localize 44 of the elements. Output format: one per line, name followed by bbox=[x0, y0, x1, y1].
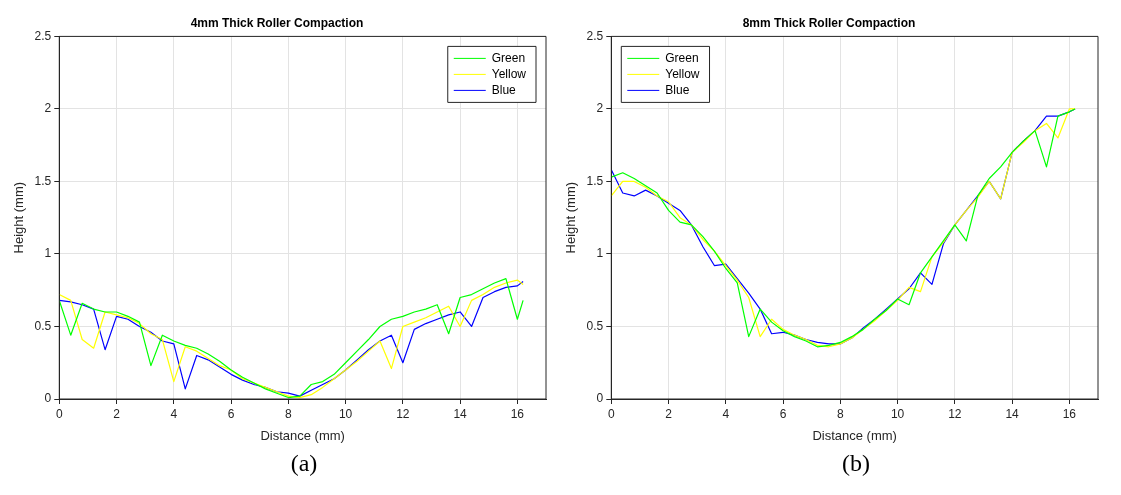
x-tick-label: 8 bbox=[284, 406, 292, 421]
legend-label: Yellow bbox=[491, 66, 527, 81]
x-tick-label: 14 bbox=[1005, 406, 1020, 421]
legend-label: Yellow bbox=[665, 66, 700, 81]
text: (a) bbox=[289, 449, 319, 478]
legend-label: Green bbox=[665, 50, 699, 65]
x-tick-label: 10 bbox=[890, 406, 905, 421]
x-tick-label: 6 bbox=[227, 406, 235, 421]
x-tick-label: 4 bbox=[722, 406, 730, 421]
x-tick-label: 12 bbox=[948, 406, 962, 421]
x-tick-label: 8 bbox=[836, 406, 844, 421]
legend-label: Green bbox=[491, 50, 526, 65]
x-tick-label: 2 bbox=[665, 406, 673, 421]
x-tick-label: 16 bbox=[1062, 406, 1077, 421]
y-tick-label: 1.5 bbox=[34, 173, 52, 188]
x-tick-label: 4 bbox=[170, 406, 178, 421]
x-axis-title: Distance (mm) bbox=[260, 427, 345, 443]
x-tick-label: 14 bbox=[453, 406, 468, 421]
y-tick-label: 0.5 bbox=[34, 318, 52, 333]
legend-label: Blue bbox=[665, 82, 690, 97]
x-tick-label: 12 bbox=[396, 406, 410, 421]
x-tick-label: 10 bbox=[338, 406, 353, 421]
x-tick-label: 0 bbox=[55, 406, 63, 421]
y-tick-label: 2.5 bbox=[34, 28, 52, 43]
legend-label: Blue bbox=[491, 82, 517, 97]
y-axis-title: Height (mm) bbox=[563, 181, 579, 254]
x-tick-label: 2 bbox=[113, 406, 121, 421]
y-tick-label: 0.5 bbox=[586, 318, 604, 333]
y-tick-label: 0 bbox=[596, 391, 604, 406]
text: (b) bbox=[841, 449, 871, 478]
y-tick-label: 1 bbox=[44, 246, 52, 261]
x-tick-label: 16 bbox=[510, 406, 525, 421]
x-tick-label: 6 bbox=[779, 406, 787, 421]
y-tick-label: 1 bbox=[596, 246, 604, 261]
y-tick-label: 2 bbox=[596, 101, 604, 116]
y-axis-title: Height (mm) bbox=[11, 181, 27, 254]
y-tick-label: 0 bbox=[44, 391, 52, 406]
y-tick-label: 2.5 bbox=[586, 28, 604, 43]
y-tick-label: 1.5 bbox=[586, 173, 604, 188]
y-tick-label: 2 bbox=[44, 101, 52, 116]
chart-title: 4mm Thick Roller Compaction bbox=[190, 15, 364, 30]
x-tick-label: 0 bbox=[607, 406, 615, 421]
chart-title: 8mm Thick Roller Compaction bbox=[742, 15, 916, 30]
x-axis-title: Distance (mm) bbox=[812, 427, 897, 443]
